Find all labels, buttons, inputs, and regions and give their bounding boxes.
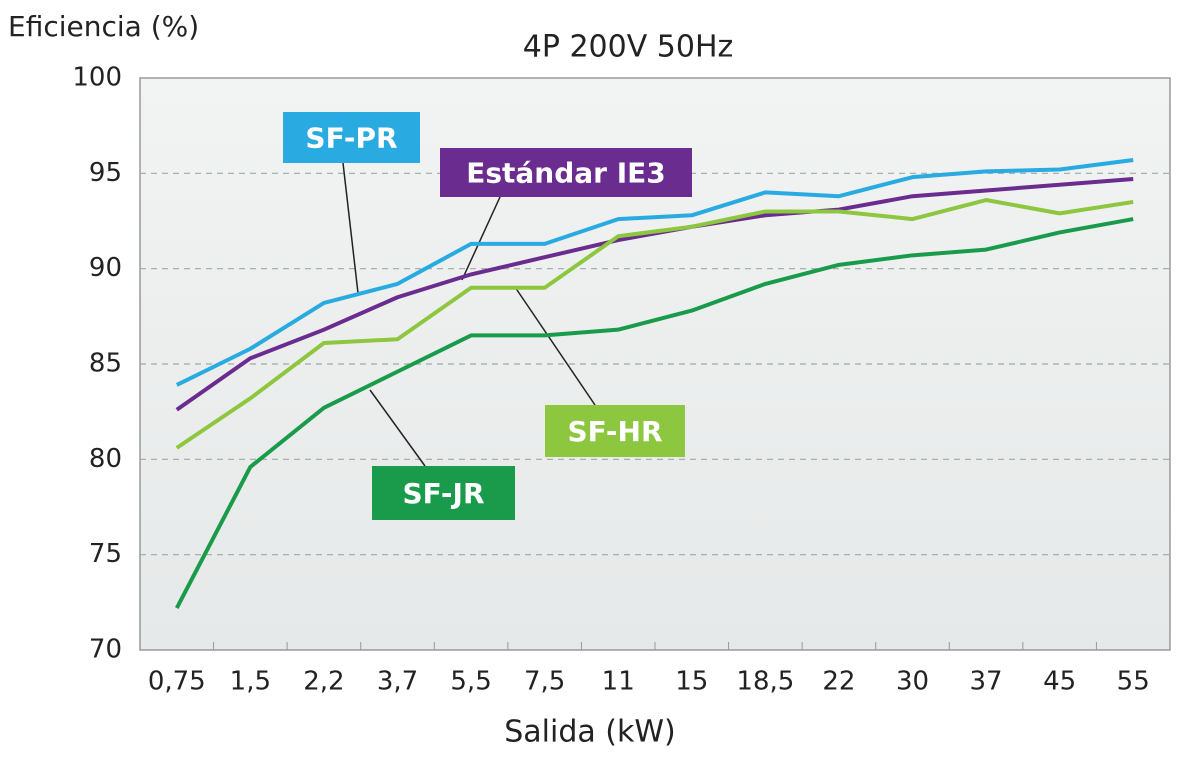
leader-lines bbox=[342, 162, 596, 467]
x-tick-label: 22 bbox=[822, 667, 855, 697]
y-tick-label: 70 bbox=[89, 635, 122, 665]
series-line bbox=[175, 198, 1134, 450]
x-tick-label: 18,5 bbox=[736, 667, 794, 697]
y-tick-label: 100 bbox=[72, 63, 122, 93]
series-line bbox=[175, 217, 1134, 609]
series-line bbox=[175, 158, 1134, 387]
x-axis-label: Salida (kW) bbox=[504, 715, 676, 750]
x-tick-label: 1,5 bbox=[230, 667, 271, 697]
callout-box bbox=[440, 148, 692, 197]
callout-label: SF-PR bbox=[305, 122, 397, 155]
x-tick-label: 11 bbox=[602, 667, 635, 697]
leader-line bbox=[514, 286, 596, 406]
callout-box bbox=[372, 466, 515, 520]
chart-title: 4P 200V 50Hz bbox=[523, 30, 734, 65]
leader-line bbox=[342, 162, 359, 294]
x-tick-label: 3,7 bbox=[377, 667, 418, 697]
x-tick-label: 45 bbox=[1043, 667, 1076, 697]
x-tick-label: 7,5 bbox=[524, 667, 565, 697]
x-tick-label: 15 bbox=[675, 667, 708, 697]
callout-box bbox=[283, 112, 420, 163]
y-tick-label: 85 bbox=[89, 349, 122, 379]
x-tick-label: 2,2 bbox=[303, 667, 344, 697]
y-tick-label: 80 bbox=[89, 444, 122, 474]
x-tick-label: 5,5 bbox=[450, 667, 491, 697]
x-tick-label: 30 bbox=[896, 667, 929, 697]
callout-label: Estándar IE3 bbox=[466, 157, 666, 190]
callout-label: SF-HR bbox=[567, 415, 662, 448]
x-tick-label: 0,75 bbox=[148, 667, 206, 697]
y-axis-label: Eficiencia (%) bbox=[8, 10, 199, 43]
x-tick-label: 37 bbox=[970, 667, 1003, 697]
x-tick-label: 55 bbox=[1117, 667, 1150, 697]
callout-box bbox=[545, 405, 685, 457]
y-tick-label: 90 bbox=[89, 253, 122, 283]
leader-line bbox=[461, 196, 501, 281]
leader-line bbox=[369, 389, 426, 467]
y-tick-label: 75 bbox=[89, 539, 122, 569]
y-tick-label: 95 bbox=[89, 158, 122, 188]
callout-label: SF-JR bbox=[402, 477, 484, 510]
